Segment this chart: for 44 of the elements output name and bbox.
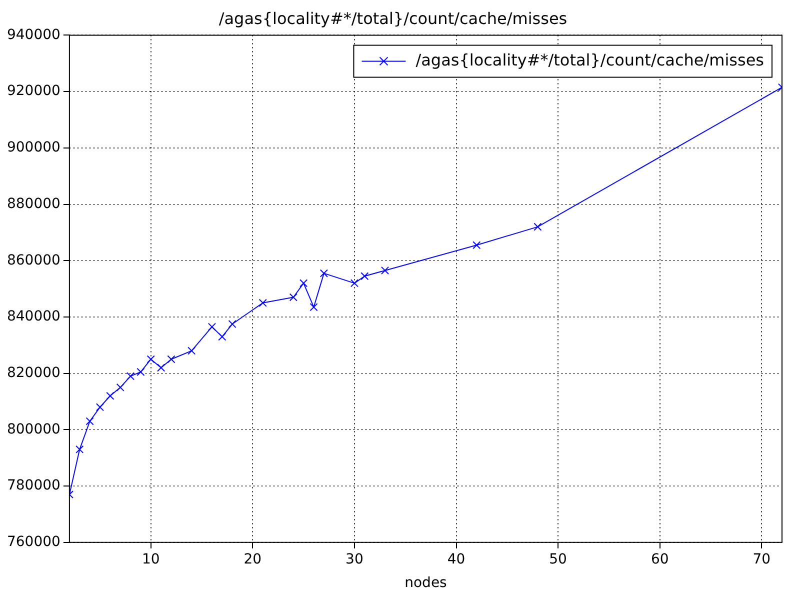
point	[167, 355, 176, 364]
point	[146, 355, 155, 364]
y-tick-label: 860000	[6, 252, 60, 268]
point	[380, 266, 390, 275]
y-tick-label: 900000	[6, 140, 60, 156]
x-tick-label: 10	[142, 551, 160, 568]
legend-label: /agas{locality#*/total}/count/cache/misses	[416, 50, 764, 70]
y-tick-label: 940000	[6, 26, 60, 43]
point	[350, 279, 358, 288]
point	[208, 322, 216, 331]
x-tick-label: 60	[650, 551, 669, 568]
y-tick-label: 920000	[6, 83, 60, 100]
y-tick-label: 840000	[6, 308, 60, 325]
point	[106, 392, 114, 400]
point	[360, 272, 369, 280]
point	[86, 417, 94, 426]
point	[320, 269, 328, 278]
x-tick-label: 70	[752, 551, 771, 568]
y-tick-label: 780000	[6, 478, 60, 494]
point	[534, 222, 542, 231]
point	[228, 320, 236, 328]
point	[116, 383, 124, 392]
y-tick-label: 800000	[6, 421, 60, 438]
x-tick-label: 40	[447, 551, 466, 568]
point	[472, 241, 481, 250]
point	[136, 368, 145, 376]
x-tick-label: 50	[549, 551, 567, 568]
y-tick-label: 820000	[6, 364, 60, 381]
y-tick-label: 760000	[6, 534, 60, 550]
point	[76, 445, 84, 454]
point	[258, 298, 267, 307]
x-axis-title: nodes	[404, 575, 447, 592]
y-tick-label: 880000	[6, 196, 60, 212]
chart-title: /agas{locality#*/total}/count/cache/misses	[218, 8, 568, 28]
point	[157, 364, 166, 372]
x-tick-label: 20	[244, 551, 262, 568]
point	[126, 372, 135, 380]
point	[96, 403, 104, 412]
point	[188, 346, 196, 355]
x-tick-label: 30	[346, 551, 364, 568]
point	[218, 332, 226, 341]
point	[289, 293, 298, 302]
point	[310, 303, 318, 312]
point	[300, 279, 308, 288]
